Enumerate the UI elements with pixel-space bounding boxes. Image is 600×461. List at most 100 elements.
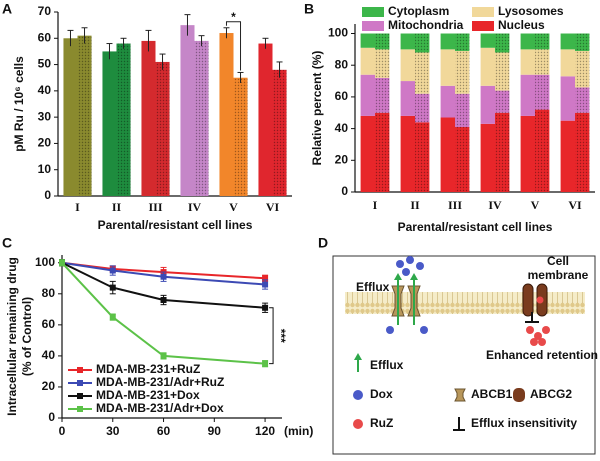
y-tick-label: 30	[38, 109, 52, 123]
hatch	[455, 33, 470, 51]
hatch	[575, 87, 590, 113]
legend-swatch	[472, 21, 494, 31]
marker	[160, 273, 167, 280]
diagram-box	[332, 255, 596, 455]
legend-marker	[77, 406, 83, 412]
x-tick-label: 120	[255, 424, 275, 438]
panel-label: D	[318, 235, 328, 251]
legend-label: Dox	[370, 387, 393, 401]
legend-marker	[77, 393, 83, 399]
marker	[109, 284, 116, 291]
bar-segment	[440, 49, 455, 86]
hatch	[455, 127, 470, 192]
bar	[141, 40, 156, 196]
y-tick-label: 50	[38, 57, 52, 71]
hatch	[575, 112, 590, 192]
x-tick-label: VI	[266, 200, 280, 214]
hatch	[272, 69, 287, 196]
x-axis-title: (min)	[284, 424, 313, 438]
hatch	[575, 33, 590, 51]
y-tick-label: 80	[335, 57, 349, 71]
marker	[262, 304, 269, 311]
y-tick-label: 40	[335, 121, 349, 135]
marker	[160, 352, 167, 359]
hatch	[375, 33, 390, 50]
bar-segment	[400, 115, 415, 192]
legend-label: MDA-MB-231/Adr+Dox	[96, 401, 224, 415]
y-axis-title: Relative percent (%)	[310, 51, 324, 166]
x-axis-title: Parental/resistant cell lines	[398, 220, 553, 234]
bar-segment	[480, 47, 495, 86]
x-tick-label: 60	[157, 424, 171, 438]
panel-label: B	[304, 1, 314, 17]
line	[61, 261, 266, 309]
legend-label: Lysosomes	[498, 4, 564, 18]
significance-bracket	[225, 21, 242, 71]
membrane	[345, 292, 585, 314]
hatch	[375, 49, 390, 78]
marker	[109, 267, 116, 274]
ruz-molecules	[526, 296, 550, 346]
bar-segment	[520, 33, 535, 50]
bar-segment	[480, 33, 495, 48]
hatch	[375, 112, 390, 192]
hatch	[495, 33, 510, 53]
hatch	[415, 52, 430, 94]
x-tick-label: II	[112, 200, 122, 214]
x-tick-label: IV	[188, 200, 202, 214]
hatch	[415, 33, 430, 53]
bar-segment	[400, 81, 415, 116]
marker	[109, 314, 116, 321]
y-axis-title: (% of Control)	[20, 297, 34, 376]
y-tick-label: 20	[38, 136, 52, 150]
line	[61, 262, 266, 365]
hatch	[415, 122, 430, 192]
bar	[102, 51, 117, 196]
bar-segment	[560, 76, 575, 121]
legend-label: ABCG2	[530, 387, 572, 401]
x-tick-label: 30	[106, 424, 120, 438]
x-tick-label: II	[410, 198, 420, 212]
legend-marker	[77, 367, 83, 373]
x-tick-label: 90	[208, 424, 222, 438]
bar-segment	[480, 123, 495, 192]
x-tick-label: VI	[568, 198, 582, 212]
y-tick-label: 80	[42, 286, 56, 300]
bar-segment	[440, 85, 455, 118]
bar	[258, 43, 273, 196]
bar-segment	[360, 74, 375, 116]
legend-label: Efflux insensitivity	[471, 416, 577, 430]
x-tick-label: V	[531, 198, 540, 212]
hatch	[233, 77, 248, 196]
hatch	[455, 93, 470, 128]
annotation: ***	[274, 329, 288, 343]
marker	[262, 275, 269, 282]
annotation: *	[231, 10, 236, 24]
legend-label: MDA-MB-231+Dox	[96, 388, 200, 402]
efflux-label: Efflux	[356, 280, 390, 294]
line	[61, 261, 266, 286]
bar-segment	[400, 33, 415, 50]
hatch	[77, 35, 92, 197]
legend-label: ABCB1	[471, 387, 513, 401]
hatch	[535, 74, 550, 110]
legend-label: RuZ	[370, 416, 393, 430]
marker	[160, 297, 167, 304]
x-tick-label: III	[448, 198, 462, 212]
bar	[63, 38, 78, 197]
y-tick-label: 0	[44, 188, 51, 202]
hatch	[455, 50, 470, 94]
y-tick-label: 60	[335, 89, 349, 103]
bar-segment	[480, 85, 495, 124]
y-tick-label: 10	[38, 162, 52, 176]
x-tick-label: IV	[488, 198, 502, 212]
bar	[180, 25, 195, 197]
x-tick-label: 0	[59, 424, 66, 438]
legend-label: Cytoplasm	[388, 4, 449, 18]
membrane-label: Cell	[547, 254, 569, 268]
marker	[262, 360, 269, 367]
hatch	[495, 90, 510, 113]
bar-segment	[360, 115, 375, 192]
hatch	[535, 109, 550, 192]
x-axis-title: Parental/resistant cell lines	[98, 218, 253, 232]
